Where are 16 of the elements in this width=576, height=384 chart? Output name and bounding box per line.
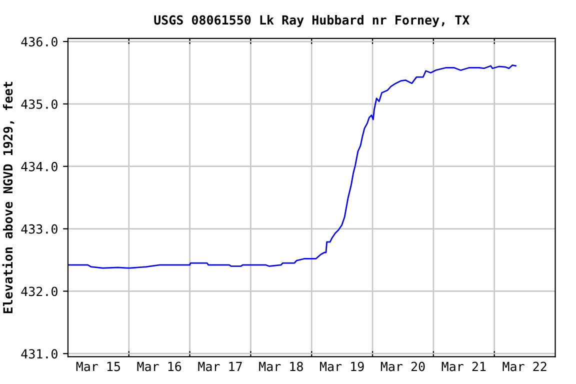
x-tick-label: Mar 21 xyxy=(442,362,486,372)
x-tick-label: Mar 16 xyxy=(137,362,182,372)
x-tick-label: Mar 20 xyxy=(380,362,425,372)
y-tick-label: 431.0 xyxy=(21,349,58,359)
x-tick-label: Mar 17 xyxy=(198,362,242,372)
y-axis-title: Elevation above NGVD 1929, feet xyxy=(2,82,14,314)
chart-title: USGS 08061550 Lk Ray Hubbard nr Forney, TX xyxy=(154,15,470,28)
x-tick-label: Mar 18 xyxy=(259,362,303,372)
x-tick-label: Mar 19 xyxy=(320,362,364,372)
y-tick-label: 434.0 xyxy=(21,162,58,172)
y-tick-label: 436.0 xyxy=(21,37,58,46)
x-tick-label: Mar 15 xyxy=(76,362,120,372)
y-tick-label: 435.0 xyxy=(21,99,58,109)
x-tick-label: Mar 22 xyxy=(502,362,546,372)
y-tick-label: 433.0 xyxy=(21,224,58,234)
y-tick-label: 432.0 xyxy=(21,286,58,296)
